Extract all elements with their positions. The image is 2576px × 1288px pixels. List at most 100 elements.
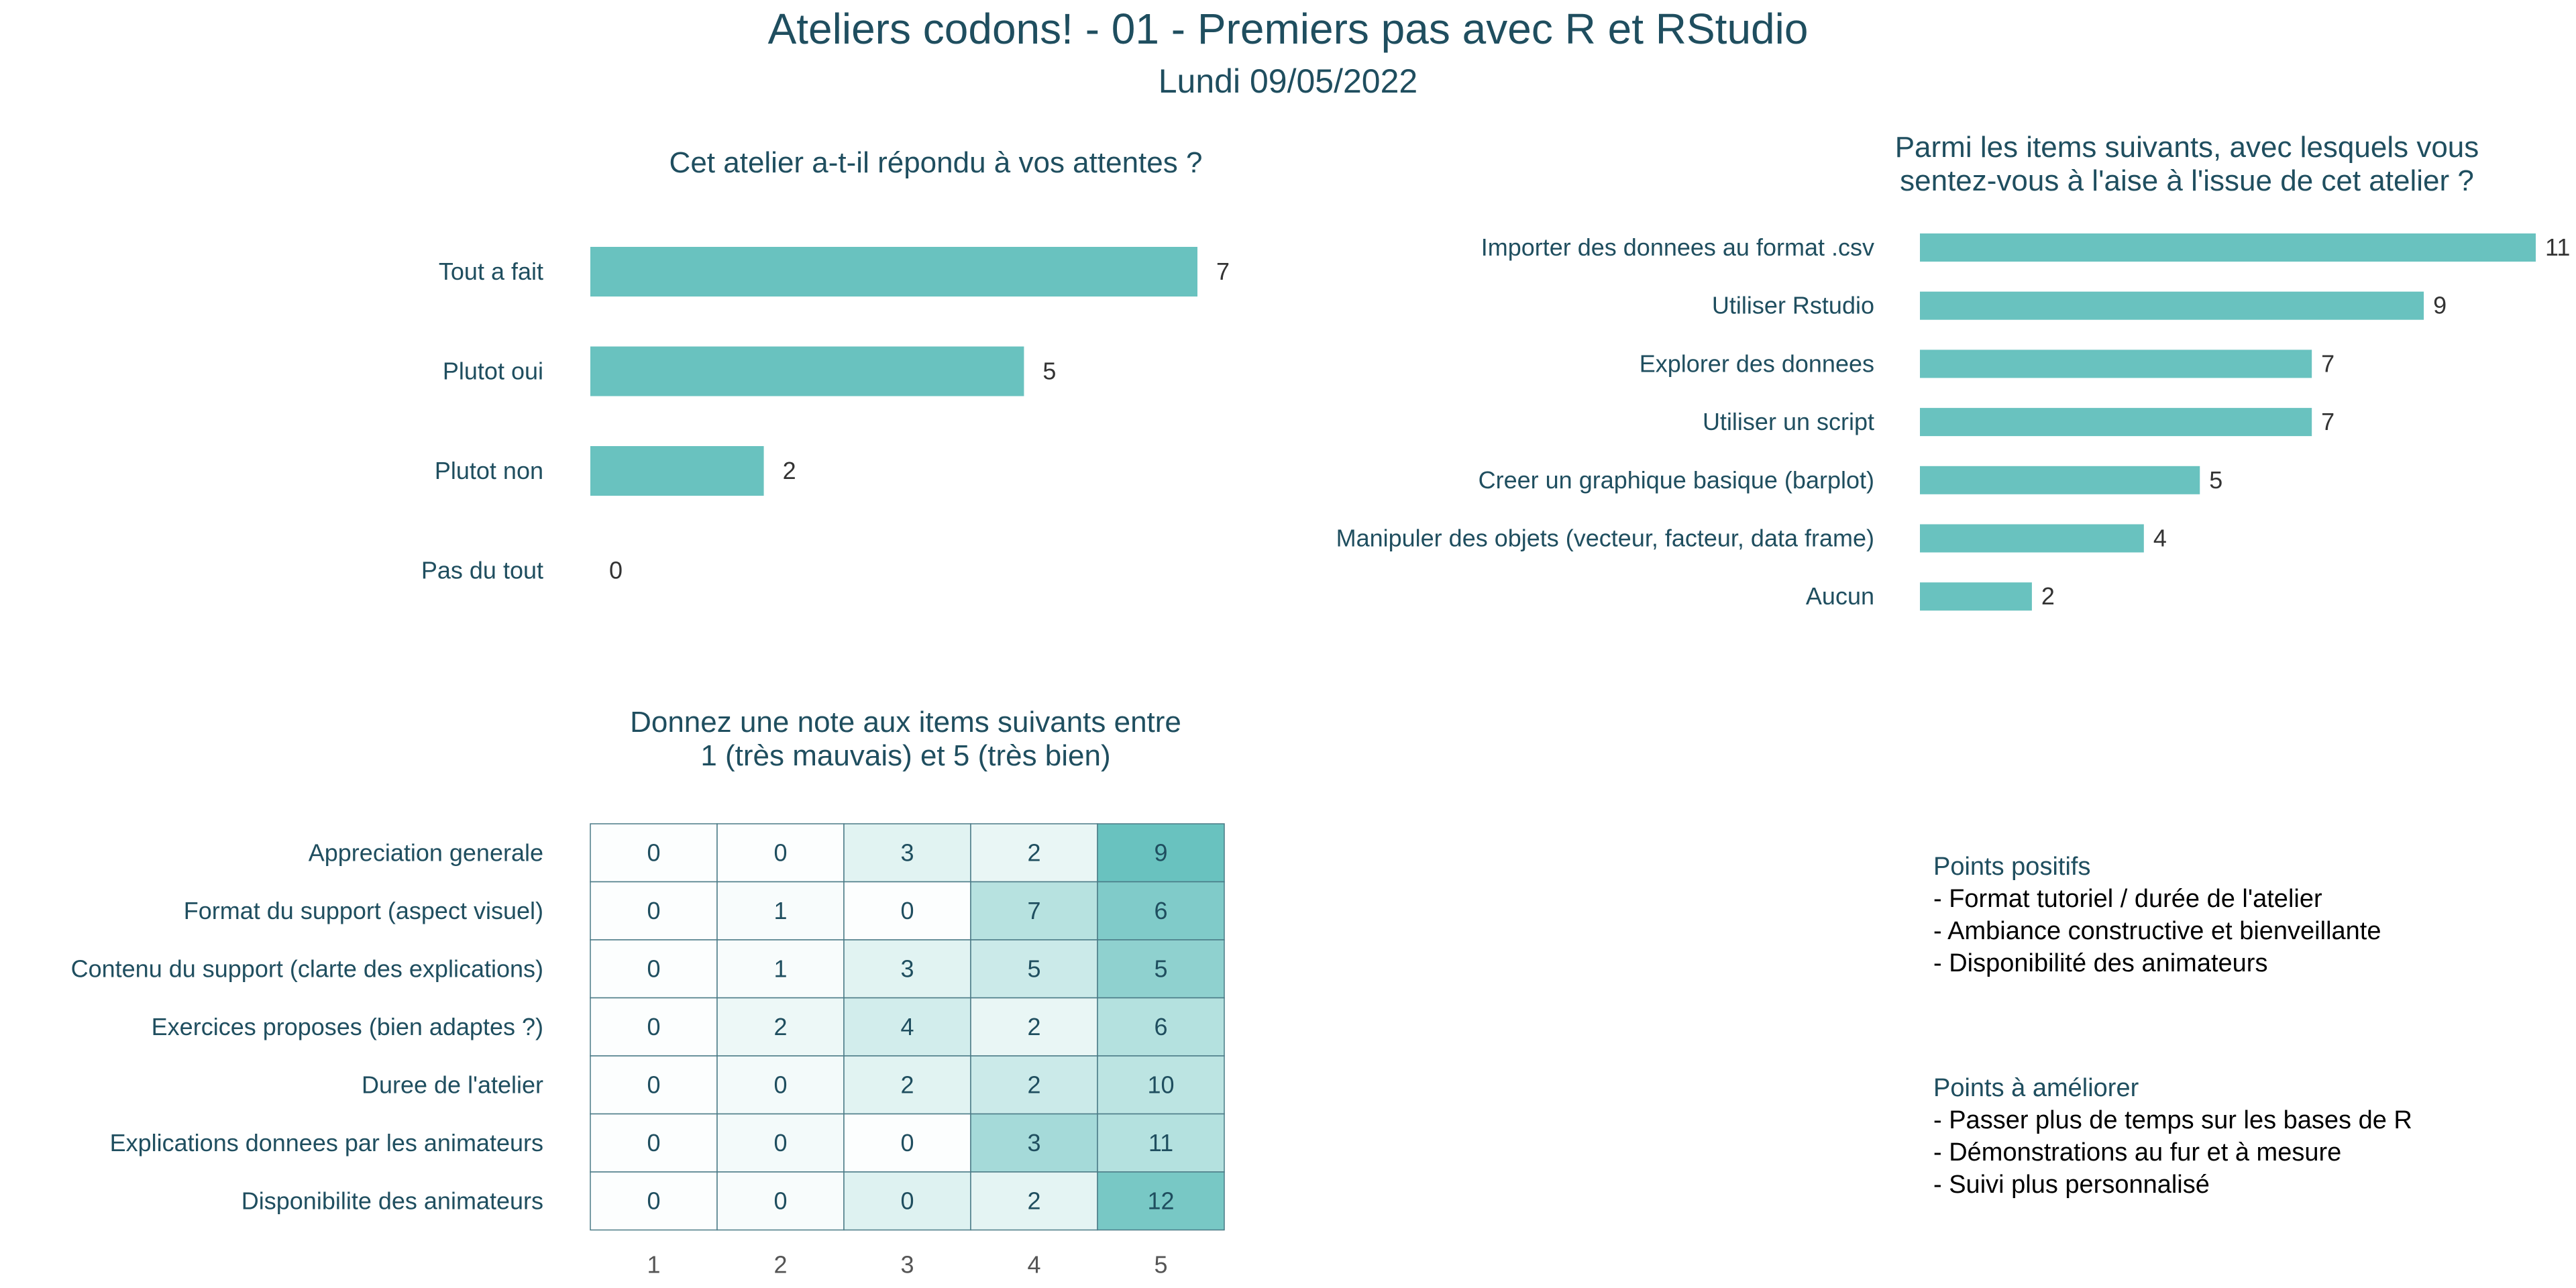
heatmap-cell-value: 2 bbox=[900, 1071, 914, 1098]
heatmap-cell bbox=[1097, 1171, 1225, 1231]
bar-category-label: Plutot oui bbox=[443, 358, 543, 385]
heatmap-cell-value: 0 bbox=[900, 897, 914, 924]
heatmap-cell-value: 0 bbox=[900, 1129, 914, 1157]
bar-category-label: Importer des donnees au format .csv bbox=[1481, 233, 1874, 261]
heatmap-cell-value: 12 bbox=[1147, 1187, 1174, 1214]
heatmap-cell-value: 2 bbox=[1027, 1071, 1040, 1098]
heatmap-cell-value: 2 bbox=[1027, 839, 1040, 866]
heatmap-cell-value: 0 bbox=[647, 897, 660, 924]
bar-value-label: 5 bbox=[1042, 358, 1056, 385]
improvements-item: - Suivi plus personnalisé bbox=[1933, 1171, 2210, 1199]
chart2-title-line2: sentez-vous à l'aise à l'issue de cet at… bbox=[1900, 164, 2474, 197]
heatmap-cell bbox=[970, 881, 1098, 941]
bar-value-label: 4 bbox=[2153, 525, 2167, 552]
chart3-title-line2: 1 (très mauvais) et 5 (très bien) bbox=[700, 739, 1111, 772]
bar-value-label: 9 bbox=[2433, 292, 2447, 319]
heatmap-cell bbox=[1097, 997, 1225, 1057]
heatmap-cell bbox=[590, 997, 718, 1057]
bar-value-label: 0 bbox=[609, 557, 623, 584]
bar-category-label: Tout a fait bbox=[439, 258, 543, 285]
bar-value-label: 2 bbox=[783, 457, 796, 484]
positives-item: - Disponibilité des animateurs bbox=[1933, 949, 2268, 977]
chart3-title: Donnez une note aux items suivants entre… bbox=[590, 706, 1221, 773]
heatmap-column-tick: 3 bbox=[900, 1251, 914, 1279]
heatmap-cell-value: 0 bbox=[773, 1129, 787, 1157]
heatmap-cell bbox=[970, 1113, 1098, 1173]
bar bbox=[590, 346, 1024, 396]
bar-value-label: 7 bbox=[1216, 258, 1230, 285]
heatmap-row-label: Contenu du support (clarte des explicati… bbox=[71, 955, 543, 982]
positives-item: - Ambiance constructive et bienveillante bbox=[1933, 917, 2381, 945]
bar bbox=[1920, 466, 2200, 494]
heatmap-cell bbox=[1097, 1113, 1225, 1173]
heatmap-cell-value: 9 bbox=[1154, 839, 1167, 866]
heatmap-cell bbox=[970, 823, 1098, 883]
heatmap-cell-value: 0 bbox=[647, 1187, 660, 1214]
heatmap-cell bbox=[843, 881, 971, 941]
bar bbox=[1920, 291, 2424, 320]
heatmap-cell bbox=[843, 823, 971, 883]
heatmap-cell-value: 5 bbox=[1154, 955, 1167, 982]
heatmap-cell bbox=[590, 823, 718, 883]
heatmap-cell bbox=[716, 1055, 845, 1115]
heatmap-cell bbox=[970, 1171, 1098, 1231]
heatmap-row-label: Exercices proposes (bien adaptes ?) bbox=[152, 1013, 543, 1040]
heatmap-cell bbox=[843, 1055, 971, 1115]
heatmap-cell-value: 0 bbox=[647, 839, 660, 866]
heatmap-cell-value: 0 bbox=[773, 1071, 787, 1098]
page-title: Ateliers codons! - 01 - Premiers pas ave… bbox=[767, 5, 1809, 53]
page-subtitle: Lundi 09/05/2022 bbox=[1158, 62, 1418, 100]
heatmap-column-tick: 4 bbox=[1027, 1251, 1040, 1279]
chart2-title: Parmi les items suivants, avec lesquels … bbox=[1811, 131, 2563, 198]
heatmap-cell-value: 0 bbox=[773, 1187, 787, 1214]
heatmap-cell bbox=[843, 939, 971, 999]
bar bbox=[590, 247, 1197, 297]
heatmap-cell-value: 2 bbox=[1027, 1187, 1040, 1214]
positives-item: - Format tutoriel / durée de l'atelier bbox=[1933, 885, 2322, 913]
bar bbox=[1920, 582, 2032, 611]
heatmap-row-label: Disponibilite des animateurs bbox=[241, 1187, 543, 1214]
improvements-item: - Démonstrations au fur et à mesure bbox=[1933, 1138, 2342, 1167]
heatmap-cell bbox=[1097, 881, 1225, 941]
bar-category-label: Plutot non bbox=[435, 457, 543, 484]
heatmap-cell-value: 0 bbox=[647, 1129, 660, 1157]
heatmap-cell bbox=[716, 823, 845, 883]
bar-category-label: Creer un graphique basique (barplot) bbox=[1479, 466, 1874, 494]
heatmap-cell-value: 0 bbox=[773, 839, 787, 866]
bar-category-label: Aucun bbox=[1806, 582, 1874, 610]
heatmap-row-label: Appreciation generale bbox=[309, 839, 543, 866]
bar-category-label: Explorer des donnees bbox=[1640, 350, 1874, 377]
bar bbox=[1920, 524, 2144, 553]
heatmap-cell bbox=[1097, 823, 1225, 883]
bar-category-label: Manipuler des objets (vecteur, facteur, … bbox=[1336, 525, 1874, 552]
bar bbox=[1920, 408, 2312, 437]
bar-category-label: Utiliser Rstudio bbox=[1712, 292, 1874, 319]
heatmap-cell bbox=[590, 939, 718, 999]
positives-block: Points positifs - Format tutoriel / duré… bbox=[1933, 851, 2381, 979]
heatmap-row-label: Format du support (aspect visuel) bbox=[184, 897, 543, 924]
heatmap-cell bbox=[716, 1171, 845, 1231]
bar-value-label: 11 bbox=[2545, 233, 2570, 261]
bar-category-label: Utiliser un script bbox=[1703, 408, 1874, 435]
heatmap-cell-value: 5 bbox=[1027, 955, 1040, 982]
heatmap-cell bbox=[590, 1171, 718, 1231]
heatmap-cell bbox=[843, 1113, 971, 1173]
heatmap-cell bbox=[590, 1113, 718, 1173]
heatmap-cell-value: 3 bbox=[900, 839, 914, 866]
chart3-title-line1: Donnez une note aux items suivants entre bbox=[630, 706, 1181, 739]
heatmap-cell-value: 0 bbox=[647, 1071, 660, 1098]
heatmap-cell bbox=[716, 881, 845, 941]
heatmap-cell-value: 4 bbox=[900, 1013, 914, 1040]
heatmap-cell bbox=[843, 997, 971, 1057]
heatmap-cell-value: 1 bbox=[773, 897, 787, 924]
bar-category-label: Pas du tout bbox=[421, 557, 543, 584]
improvements-item: - Passer plus de temps sur les bases de … bbox=[1933, 1106, 2412, 1134]
heatmap-row-label: Explications donnees par les animateurs bbox=[110, 1129, 543, 1157]
bar-value-label: 7 bbox=[2321, 350, 2334, 377]
bar-value-label: 5 bbox=[2209, 466, 2222, 494]
bar bbox=[1920, 233, 2536, 262]
heatmap-cell-value: 6 bbox=[1154, 1013, 1167, 1040]
bar bbox=[590, 446, 764, 496]
